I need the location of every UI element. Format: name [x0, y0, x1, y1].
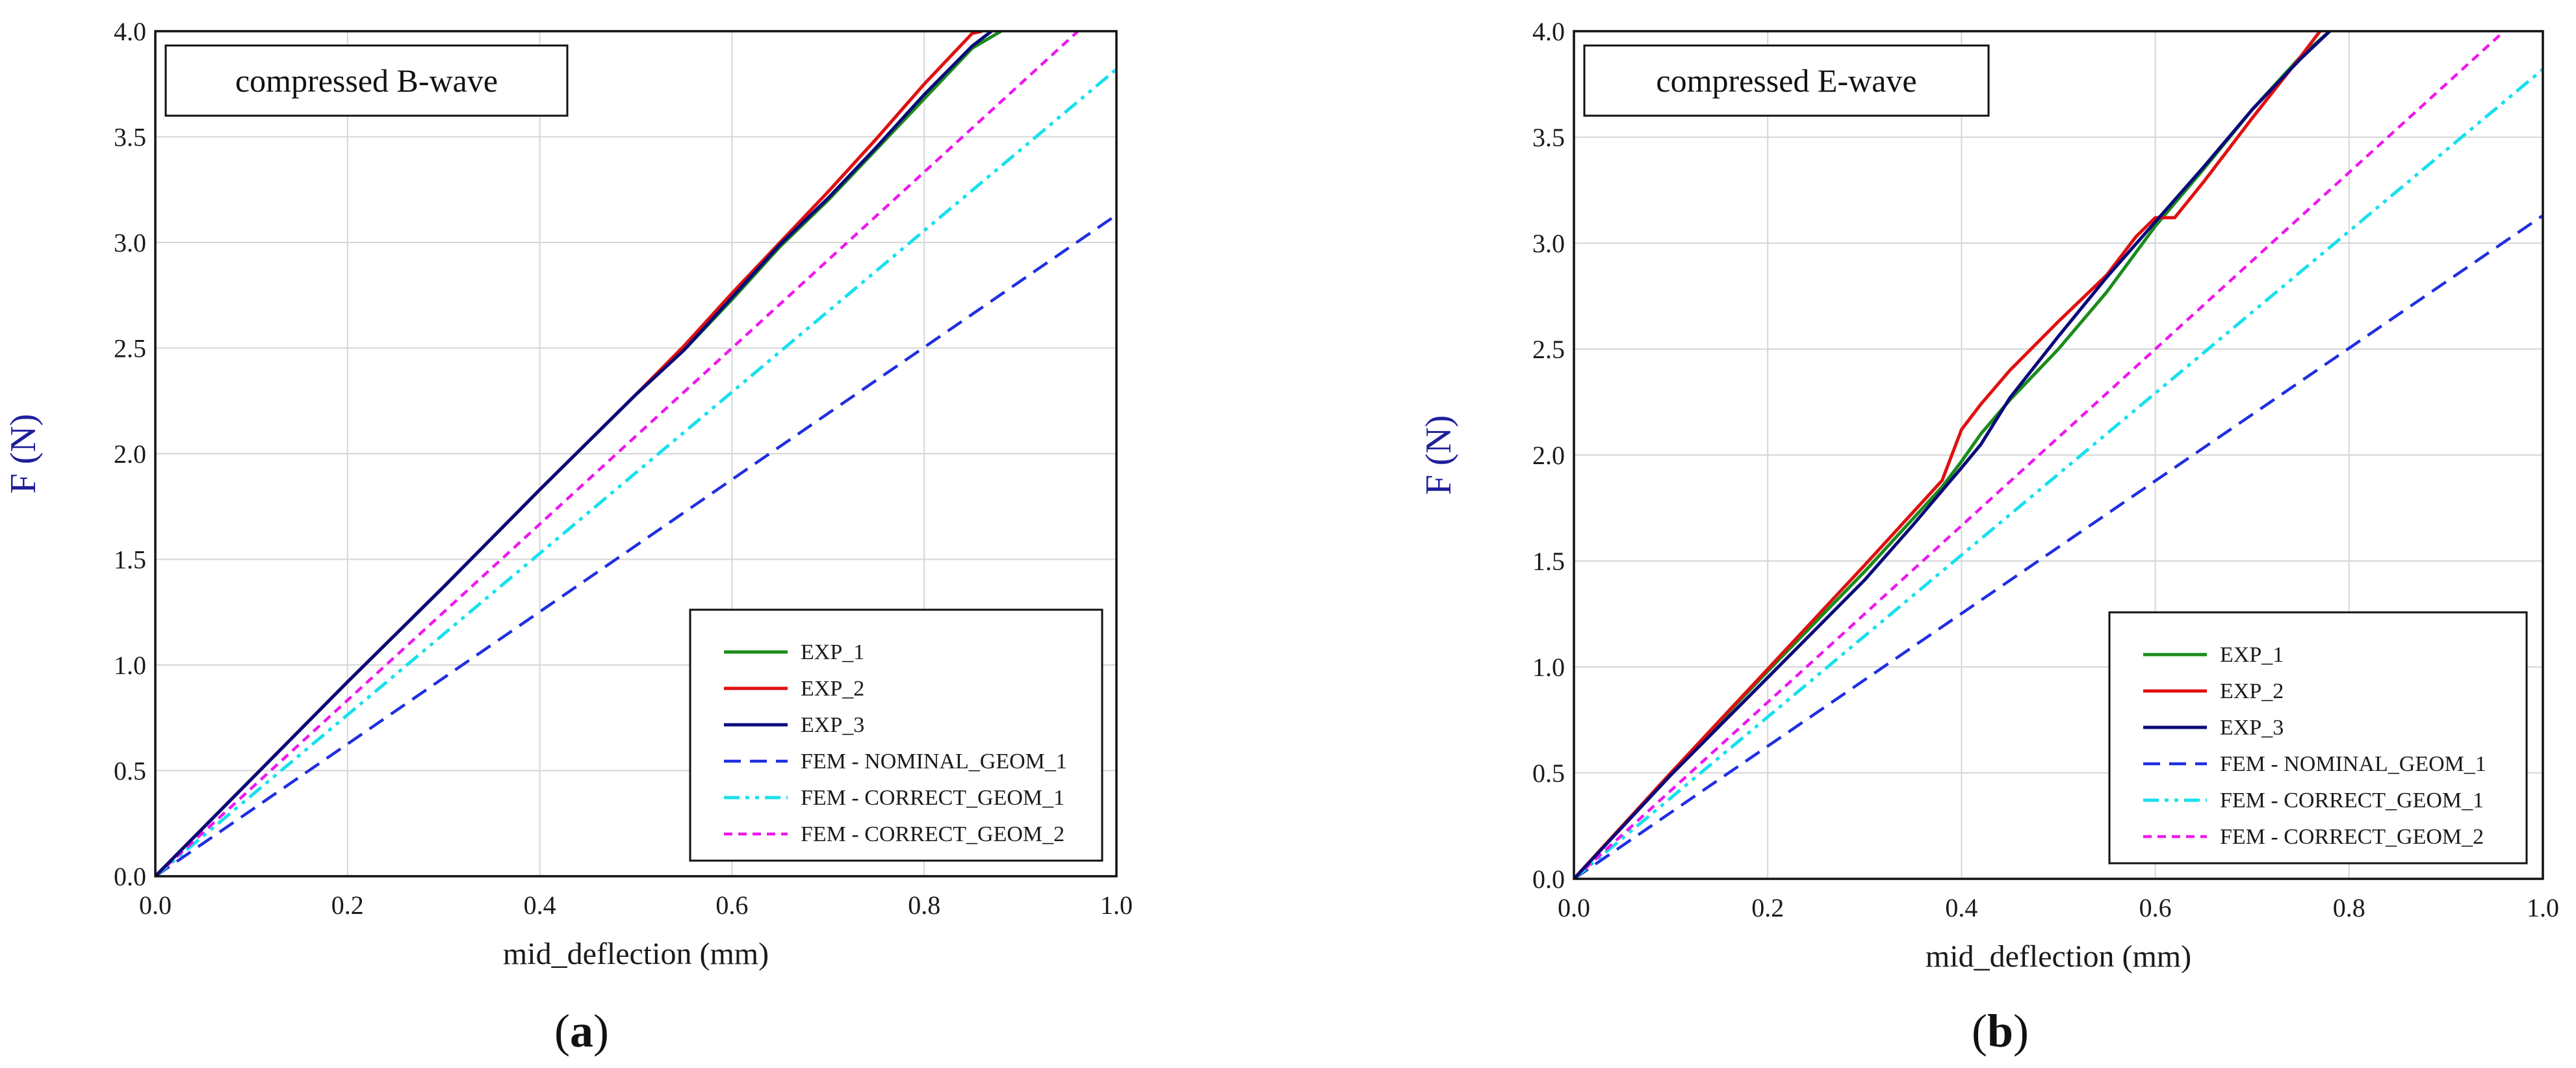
- x-tick-label: 0.6: [715, 891, 748, 920]
- y-tick-label: 0.5: [114, 757, 146, 786]
- y-tick-label: 1.0: [114, 651, 146, 680]
- y-tick-label: 1.0: [1532, 653, 1565, 682]
- series-line-exp-2: [1574, 31, 2322, 879]
- chart-panel-a: 0.0 0.2 0.4 0.6 0.8 1.0 0.0 0.5 1.0 1.5 2.0 2.5 3.0 3…: [3, 17, 1133, 1057]
- x-tick-label: 0.2: [1751, 893, 1784, 922]
- panel-caption: (b): [1972, 1005, 2029, 1057]
- x-axis-label: mid_deflection (mm): [503, 937, 769, 971]
- y-tick-label: 2.5: [114, 334, 146, 363]
- legend-label: FEM - CORRECT_GEOM_1: [801, 786, 1064, 810]
- chart-panel-b: 0.0 0.2 0.4 0.6 0.8 1.0 0.0 0.5 1.0 1.5 2.0 2.5 3.0 3…: [1419, 17, 2559, 1057]
- y-tick-label: 2.0: [114, 439, 146, 469]
- legend-label: EXP_1: [801, 640, 864, 664]
- series-line-fem-nominal-geom-1: [1574, 214, 2543, 879]
- legend-label: FEM - CORRECT_GEOM_2: [801, 822, 1064, 846]
- y-tick-label: 4.0: [114, 17, 146, 46]
- y-tick-label: 3.5: [1532, 123, 1565, 152]
- series-line-fem-nominal-geom-1: [155, 213, 1116, 876]
- panel-title: compressed E-wave: [1656, 62, 1916, 99]
- legend-label: FEM - NOMINAL_GEOM_1: [2220, 752, 2486, 776]
- panel-title: compressed B-wave: [235, 62, 498, 99]
- legend-label: EXP_2: [2220, 679, 2284, 703]
- y-tick-label: 1.5: [1532, 547, 1565, 576]
- y-tick-label: 3.5: [114, 123, 146, 152]
- x-tick-label: 0.0: [139, 891, 172, 920]
- legend: EXP_1 EXP_2 EXP_3 FEM - NOMINAL_GEOM_1 FEM -…: [2108, 611, 2528, 865]
- legend-label: EXP_3: [801, 713, 864, 737]
- legend: EXP_1 EXP_2 EXP_3 FEM - NOMINAL_GEOM_1 FEM -…: [689, 608, 1103, 862]
- y-tick-label: 0.5: [1532, 759, 1565, 788]
- caption-part: (: [554, 1005, 570, 1057]
- legend-label: EXP_1: [2220, 643, 2284, 667]
- series-line-fem-correct-geom-2: [155, 31, 1079, 876]
- x-tick-label: 0.6: [2139, 893, 2172, 922]
- x-tick-label: 0.0: [1558, 893, 1590, 922]
- y-tick-label: 0.0: [1532, 865, 1565, 894]
- series-line-fem-correct-geom-1: [155, 68, 1116, 876]
- legend-label: EXP_3: [2220, 716, 2284, 740]
- x-axis-label: mid_deflection (mm): [1926, 939, 2191, 974]
- y-tick-label: 2.5: [1532, 335, 1565, 364]
- caption-part: ): [2013, 1005, 2029, 1057]
- x-tick-label: 0.8: [908, 891, 940, 920]
- legend-label: FEM - NOMINAL_GEOM_1: [801, 749, 1067, 774]
- caption-part: (: [1972, 1005, 1987, 1057]
- x-tick-label: 0.8: [2333, 893, 2365, 922]
- y-tick-label: 2.0: [1532, 441, 1565, 470]
- series-line-fem-correct-geom-1: [1574, 68, 2543, 879]
- legend-label: FEM - CORRECT_GEOM_2: [2220, 825, 2484, 849]
- x-tick-label: 0.4: [524, 891, 556, 920]
- caption-part: a: [570, 1005, 593, 1057]
- y-tick-label: 4.0: [1532, 17, 1565, 46]
- title-box: [1583, 44, 1990, 117]
- y-tick-label: 0.0: [114, 862, 146, 891]
- caption-part: ): [593, 1005, 609, 1057]
- series-line-exp-3: [155, 31, 993, 876]
- x-tick-label: 0.2: [331, 891, 364, 920]
- series-line-fem-correct-geom-2: [1574, 31, 2505, 879]
- plot-frame: [1573, 30, 2544, 880]
- x-tick-label: 1.0: [1100, 891, 1133, 920]
- x-tick-label: 0.4: [1945, 893, 1977, 922]
- legend-label: EXP_2: [801, 677, 864, 701]
- y-tick-label: 1.5: [114, 545, 146, 575]
- y-axis-label: F (N): [1419, 415, 1459, 495]
- panel-caption: (a): [554, 1005, 609, 1057]
- y-tick-label: 3.0: [114, 228, 146, 257]
- x-tick-label: 1.0: [2527, 893, 2559, 922]
- legend-label: FEM - CORRECT_GEOM_1: [2220, 788, 2484, 813]
- y-axis-label: F (N): [3, 414, 44, 494]
- series-line-exp-3: [1574, 31, 2331, 879]
- y-tick-label: 3.0: [1532, 229, 1565, 258]
- plot-frame: [154, 30, 1118, 878]
- caption-part: b: [1987, 1005, 2013, 1057]
- title-box: [164, 44, 569, 117]
